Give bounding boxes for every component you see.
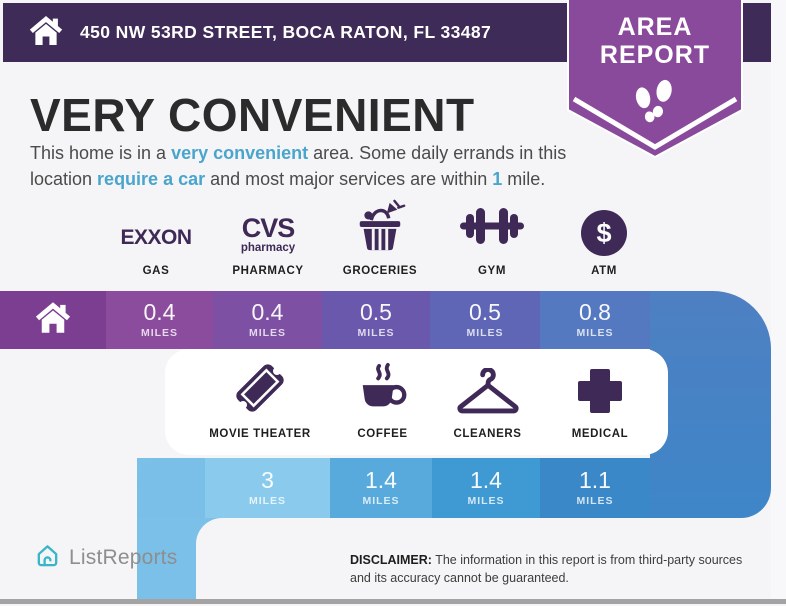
property-address: 450 NW 53RD STREET, BOCA RATON, FL 33487: [80, 22, 492, 42]
coffee-cup-icon: [355, 362, 411, 423]
hanger-icon: [456, 367, 520, 423]
summary-highlight-car: require a car: [97, 169, 206, 189]
badge-line2: REPORT: [599, 41, 711, 69]
service-movie-theater: MOVIE THEATER: [190, 361, 330, 455]
service-label: GYM: [478, 265, 506, 277]
distance-segment: 0.5 MILES: [322, 291, 430, 349]
summary-segment: area. Some daily errands in this: [308, 143, 567, 163]
service-label: GROCERIES: [342, 265, 418, 277]
medical-cross-icon: [573, 364, 627, 423]
listreports-house-icon: [34, 542, 61, 574]
exxon-logo: EXXON: [120, 226, 192, 249]
listreports-logo: ListReports: [34, 542, 177, 574]
area-report-badge: AREA REPORT: [567, 0, 743, 163]
page-title: VERY CONVENIENT: [30, 89, 475, 141]
movie-ticket-icon: [230, 358, 290, 423]
home-icon: [35, 301, 71, 339]
summary-highlight-convenience: very convenient: [171, 143, 309, 163]
summary-highlight-miles: 1: [492, 169, 503, 189]
summary-segment: This home is in a: [30, 143, 172, 163]
disclaimer-label: DISCLAIMER:: [350, 553, 432, 567]
home-icon: [29, 15, 63, 51]
summary-text: This home is in a very convenient area. …: [30, 140, 595, 192]
service-gym: GYM: [436, 202, 548, 277]
listreports-logo-text: ListReports: [69, 546, 178, 569]
dollar-sign-icon: $: [581, 210, 627, 256]
distance-segment: 0.5 MILES: [430, 291, 540, 349]
distance-bar-row2: 3 MILES 1.4 MILES 1.4 MILES 1.1 MILES: [137, 458, 650, 518]
cvs-logo: CVS pharmacy: [240, 212, 296, 254]
summary-segment: location: [30, 169, 98, 189]
service-label: PHARMACY: [232, 265, 304, 277]
service-atm: $ ATM: [548, 202, 660, 277]
service-pharmacy: CVS pharmacy PHARMACY: [212, 202, 324, 277]
route-bar-right-column: [650, 291, 771, 518]
distance-segment: 0.8 MILES: [540, 291, 650, 349]
badge-line1: AREA: [617, 13, 693, 41]
disclaimer-text: DISCLAIMER: The information in this repo…: [350, 553, 743, 585]
distance-segment: 1.4 MILES: [432, 458, 540, 518]
services-row-1: EXXON GAS CVS pharmacy PHARMACY: [100, 199, 660, 277]
dumbbell-icon: [459, 205, 525, 252]
service-coffee: COFFEE: [330, 361, 435, 455]
service-label: CLEANERS: [453, 428, 522, 440]
service-cleaners: CLEANERS: [435, 361, 540, 455]
service-medical: MEDICAL: [540, 361, 660, 455]
summary-segment: and most major services are within: [205, 169, 493, 189]
route-curve-segment: [137, 458, 205, 518]
right-gutter: [771, 0, 786, 599]
summary-segment: mile.: [502, 169, 546, 189]
footprints-icon: [627, 76, 683, 135]
distance-segment: 0.4 MILES: [213, 291, 322, 349]
service-label: MEDICAL: [571, 428, 629, 440]
distance-bar-row1: 0.4 MILES 0.4 MILES 0.5 MILES 0.5 MILES …: [0, 291, 650, 349]
services-row-2-card: MOVIE THEATER COFFEE CLEANERS: [165, 349, 668, 455]
service-label: ATM: [591, 265, 617, 277]
bottom-border: [0, 599, 786, 604]
distance-segment: 1.1 MILES: [540, 458, 650, 518]
service-groceries: GROCERIES: [324, 199, 436, 277]
service-label: GAS: [142, 265, 170, 277]
service-gas: EXXON GAS: [100, 202, 212, 277]
distance-segment: 1.4 MILES: [330, 458, 432, 518]
distance-segment: 3 MILES: [205, 458, 330, 518]
grocery-basket-icon: [353, 199, 407, 258]
service-label: MOVIE THEATER: [209, 428, 311, 440]
distance-segment: 0.4 MILES: [106, 291, 213, 349]
service-label: COFFEE: [357, 428, 408, 440]
origin-home-segment: [0, 291, 106, 349]
